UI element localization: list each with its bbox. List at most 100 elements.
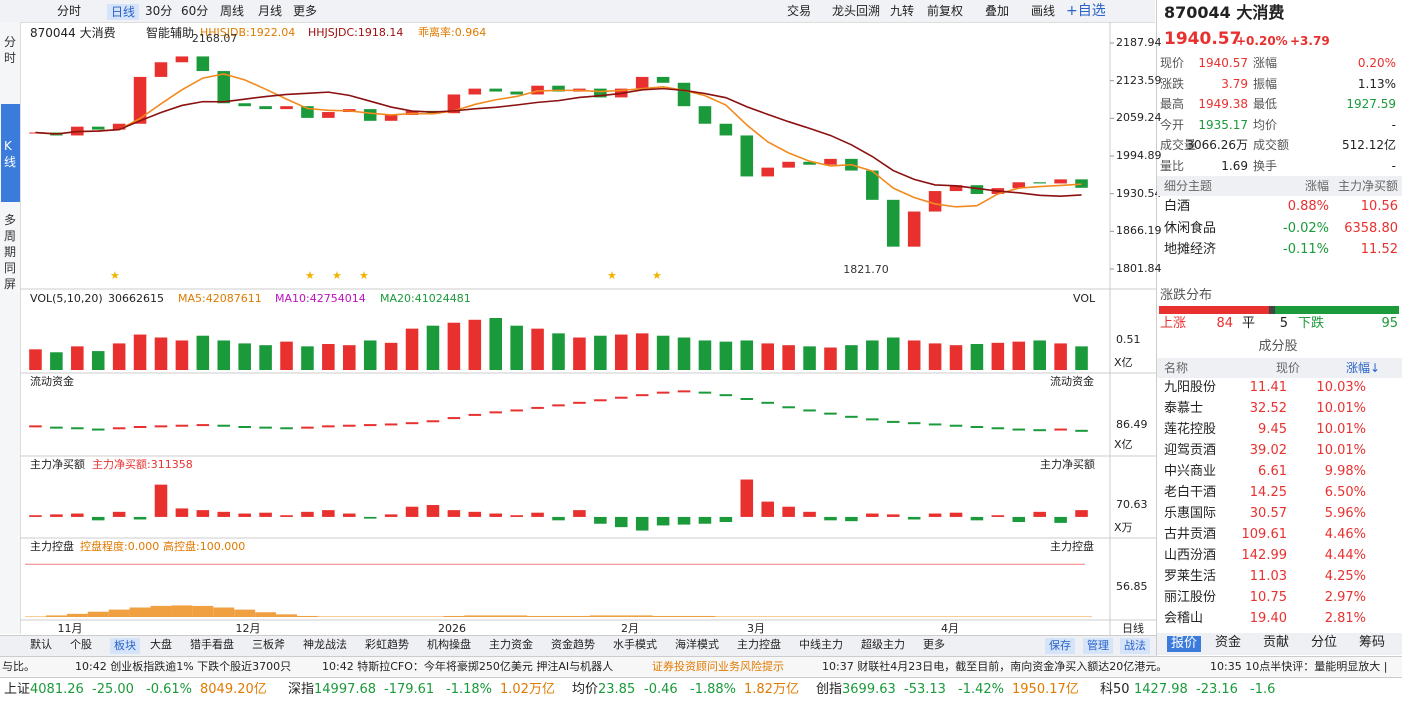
right-tabs-bg [1157, 633, 1402, 655]
period-tab[interactable]: 60分 [181, 4, 209, 18]
netbuy-bar [50, 514, 63, 517]
tool-button[interactable]: 龙头回溯 [832, 4, 881, 18]
right-tab[interactable]: 贡献 [1263, 635, 1290, 650]
component-name[interactable]: 泰慕士 [1164, 401, 1204, 416]
signal-star: ★ [332, 269, 342, 282]
index-field: 1427.98 [1134, 682, 1188, 697]
period-tab[interactable]: 日线 [107, 4, 140, 20]
period-tab[interactable]: 更多 [293, 4, 318, 18]
netbuy-bar [907, 516, 921, 520]
bottom-tab[interactable]: 猎手看盘 [190, 638, 234, 651]
charts: ★ ★ ★ ★ ★ ★ [20, 22, 1156, 635]
quote-value: 1940.57 [1198, 56, 1248, 70]
component-change: 2.81% [1324, 611, 1366, 626]
right-tab[interactable]: 筹码 [1359, 635, 1386, 650]
news-item[interactable]: 证券投资顾问业务风险提示 [652, 660, 784, 673]
control-bar [799, 616, 821, 617]
volume-bar [845, 345, 858, 370]
component-name[interactable]: 莲花控股 [1164, 422, 1217, 437]
component-name[interactable]: 中兴商业 [1164, 464, 1217, 479]
bottom-tab[interactable]: 个股 [70, 638, 92, 651]
tool-button[interactable]: 叠加 [985, 4, 1010, 18]
bottom-tab[interactable]: 更多 [923, 638, 945, 651]
bottom-tab[interactable]: 资金趋势 [551, 638, 595, 651]
netbuy-bar [761, 501, 774, 517]
news-item[interactable]: 与比。 [2, 660, 35, 673]
component-name[interactable]: 老白干酒 [1164, 485, 1217, 500]
right-tab[interactable]: 报价 [1167, 636, 1202, 652]
control-bar [1071, 616, 1092, 617]
bottom-tab[interactable]: 水手模式 [613, 638, 657, 651]
index-field: -23.16 [1196, 682, 1238, 697]
control-bar [1050, 616, 1072, 617]
candle [363, 109, 377, 121]
index-field[interactable]: 深指 [288, 682, 315, 697]
volume-bar [1054, 343, 1067, 370]
right-tab[interactable]: 资金 [1215, 635, 1242, 650]
index-field: 4081.26 [30, 682, 84, 697]
index-field[interactable]: 均价 [572, 682, 599, 697]
component-name[interactable]: 罗莱生活 [1164, 569, 1217, 584]
index-field: 1.02万亿 [500, 682, 555, 697]
quote-label: 均价 [1253, 117, 1278, 132]
bottom-tab[interactable]: 海洋模式 [675, 638, 719, 651]
volume-bar [301, 346, 314, 370]
left-nav-tab[interactable]: 多周期同屏 [4, 213, 17, 291]
bottom-tab[interactable]: 主力控盘 [737, 638, 781, 651]
bottom-tab[interactable]: 彩虹趋势 [365, 638, 409, 651]
tool-button[interactable]: +自选 [1066, 3, 1106, 19]
right-tab[interactable]: 分位 [1311, 635, 1338, 650]
bottom-action[interactable]: 战法 [1120, 638, 1150, 654]
left-nav-tab[interactable]: K线 [4, 139, 17, 169]
tool-button[interactable]: 九转 [890, 4, 915, 18]
y-tick-label: 1866.19 [1116, 224, 1162, 238]
panel-title: 主力控盘 [30, 540, 74, 553]
tool-button[interactable]: 前复权 [927, 4, 964, 18]
quote-value: 1.13% [1357, 76, 1396, 91]
bottom-action[interactable]: 管理 [1083, 638, 1113, 654]
period-tab[interactable]: 30分 [145, 4, 173, 18]
bottom-tab[interactable]: 机构操盘 [427, 638, 471, 651]
bottom-tab[interactable]: 神龙战法 [303, 638, 347, 651]
control-bar [338, 616, 360, 617]
news-item[interactable]: 10:37 财联社4月23日电，截至目前，南向资金净买入额达20亿港元。 [822, 660, 1168, 673]
index-field[interactable]: 上证 [4, 682, 31, 697]
component-name[interactable]: 迎驾贡酒 [1164, 443, 1217, 458]
bottom-tab[interactable]: 板块 [110, 638, 140, 654]
bottom-tab[interactable]: 默认 [30, 638, 52, 651]
bottom-action[interactable]: 保存 [1045, 638, 1075, 654]
candle [907, 211, 921, 247]
period-tab[interactable]: 分时 [57, 4, 82, 18]
left-nav-tab[interactable]: 分时 [4, 35, 17, 65]
volume-bar [322, 344, 335, 370]
volume-bar [970, 344, 984, 370]
distribution-value: 95 [1381, 316, 1398, 331]
signal-star: ★ [110, 269, 120, 282]
netbuy-bar [531, 512, 544, 517]
component-name[interactable]: 古井贡酒 [1164, 527, 1217, 542]
bottom-tab[interactable]: 主力资金 [489, 638, 533, 651]
component-name[interactable]: 乐惠国际 [1164, 506, 1217, 521]
index-field[interactable]: 科50 [1100, 682, 1130, 697]
tool-button[interactable]: 画线 [1031, 4, 1056, 18]
bottom-tab[interactable]: 超级主力 [861, 638, 905, 651]
index-field[interactable]: 创指 [816, 682, 843, 697]
period-tab[interactable]: 月线 [258, 4, 283, 18]
tool-button[interactable]: 交易 [787, 4, 812, 18]
vol-value: 30662615 [108, 292, 164, 305]
news-item[interactable]: 10:42 创业板指跌逾1% 下跌个股近3700只 [75, 660, 292, 673]
bottom-tab[interactable]: 大盘 [150, 638, 172, 651]
component-name[interactable]: 九阳股份 [1164, 380, 1217, 395]
component-name[interactable]: 山西汾酒 [1164, 548, 1217, 563]
news-item[interactable]: 10:42 特斯拉CFO：今年将豪掷250亿美元 押注AI与机器人 [322, 660, 614, 673]
period-tab[interactable]: 周线 [220, 4, 245, 18]
candle [384, 114, 398, 121]
control-bar [631, 615, 653, 617]
component-name[interactable]: 会稽山 [1164, 611, 1204, 626]
component-name[interactable]: 丽江股份 [1164, 590, 1217, 605]
news-item[interactable]: 10:35 10点半快评：量能明显放大 | [1210, 660, 1388, 673]
control-bar [401, 616, 423, 617]
bottom-tab[interactable]: 三板斧 [252, 638, 285, 651]
volume-bar [573, 337, 586, 370]
bottom-tab[interactable]: 中线主力 [799, 638, 843, 651]
